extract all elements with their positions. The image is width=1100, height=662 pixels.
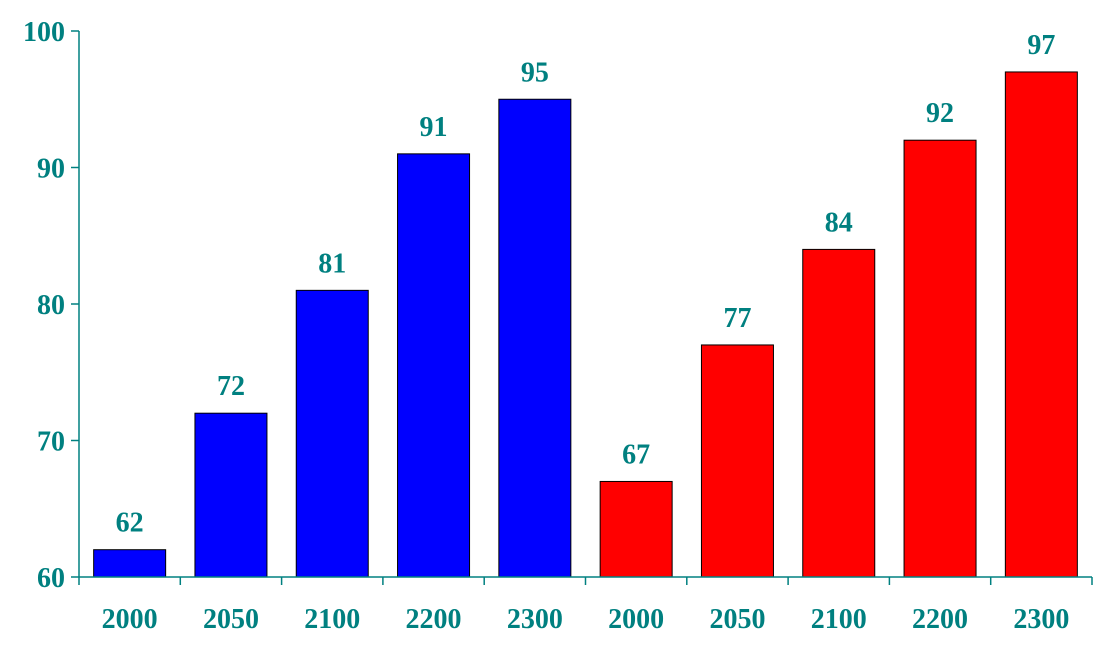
y-tick-label: 80 (37, 290, 65, 321)
data-label: 84 (825, 207, 853, 238)
bar-2000-red (599, 480, 673, 578)
data-labels-group: 62 72 81 91 95 67 77 84 92 97 (116, 30, 1056, 539)
x-category-label: 2000 (102, 604, 158, 635)
data-label: 97 (1027, 30, 1055, 61)
x-category-label: 2300 (1013, 604, 1069, 635)
x-category-label: 2300 (507, 604, 563, 635)
x-axis: 2000 2050 2100 2200 2300 2000 2050 2100 2200 2300 (78, 576, 1093, 635)
bars-group (93, 71, 1078, 578)
x-category-label: 2000 (608, 604, 664, 635)
data-label: 95 (521, 57, 549, 88)
bar-2100-blue (295, 289, 369, 578)
bar-2050-blue (194, 412, 268, 578)
data-label: 72 (217, 371, 245, 402)
y-tick-label: 90 (37, 154, 65, 185)
x-category-label: 2200 (406, 604, 462, 635)
bar-2100-red (802, 248, 876, 578)
x-category-label: 2100 (304, 604, 360, 635)
x-category-label: 2200 (912, 604, 968, 635)
y-tick-label: 70 (37, 427, 65, 458)
data-label: 92 (926, 98, 954, 129)
x-category-label: 2050 (203, 604, 259, 635)
data-label: 62 (116, 508, 144, 539)
data-label: 91 (420, 112, 448, 143)
bar-2050-red (700, 344, 774, 578)
bar-2300-red (1004, 71, 1078, 578)
x-category-label: 2050 (709, 604, 765, 635)
bar-2200-red (903, 139, 977, 578)
data-label: 81 (318, 248, 346, 279)
data-label: 77 (723, 303, 751, 334)
data-label: 67 (622, 439, 650, 470)
x-category-label: 2100 (811, 604, 867, 635)
y-axis: 60 70 80 90 100 (23, 17, 80, 594)
bar-2000-blue (93, 549, 167, 578)
bar-2300-blue (498, 98, 572, 578)
y-tick-label: 100 (23, 17, 65, 48)
y-tick-label: 60 (37, 563, 65, 594)
bar-2200-blue (397, 153, 471, 578)
